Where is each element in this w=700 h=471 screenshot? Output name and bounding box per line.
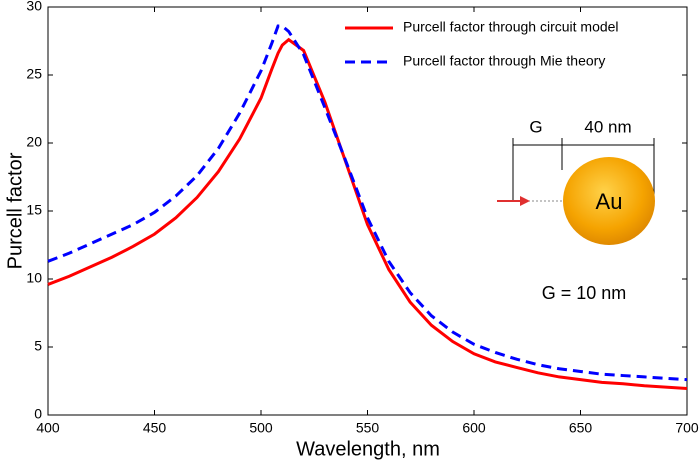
legend-label: Purcell factor through Mie theory: [403, 53, 605, 69]
x-tick-label: 700: [675, 420, 699, 436]
y-tick-label: 15: [26, 202, 42, 218]
x-tick-label: 650: [569, 420, 593, 436]
annotation: 40 nm: [584, 117, 631, 136]
annotation: G = 10 nm: [542, 283, 627, 303]
x-tick-label: 600: [462, 420, 486, 436]
y-tick-label: 25: [26, 66, 42, 82]
x-tick-label: 500: [249, 420, 273, 436]
particle: [563, 157, 655, 245]
x-tick-label: 450: [143, 420, 167, 436]
y-tick-label: 10: [26, 270, 42, 286]
legend-label: Purcell factor through circuit model: [403, 19, 619, 35]
x-axis-label: Wavelength, nm: [296, 438, 440, 460]
x-tick-label: 400: [36, 420, 60, 436]
y-axis-label: Purcell factor: [4, 152, 26, 269]
line-series: [47, 24, 688, 382]
x-tick-label: 550: [356, 420, 380, 436]
annotation: Au: [596, 189, 623, 214]
plot-frame: [47, 6, 688, 416]
inset: [497, 138, 655, 245]
annotation: G: [529, 117, 542, 136]
y-tick-label: 20: [26, 134, 42, 150]
y-tick-label: 30: [26, 0, 42, 14]
y-tick-label: 5: [34, 338, 42, 354]
y-tick-label: 0: [34, 406, 42, 422]
dipole-arrow-head: [520, 196, 530, 206]
